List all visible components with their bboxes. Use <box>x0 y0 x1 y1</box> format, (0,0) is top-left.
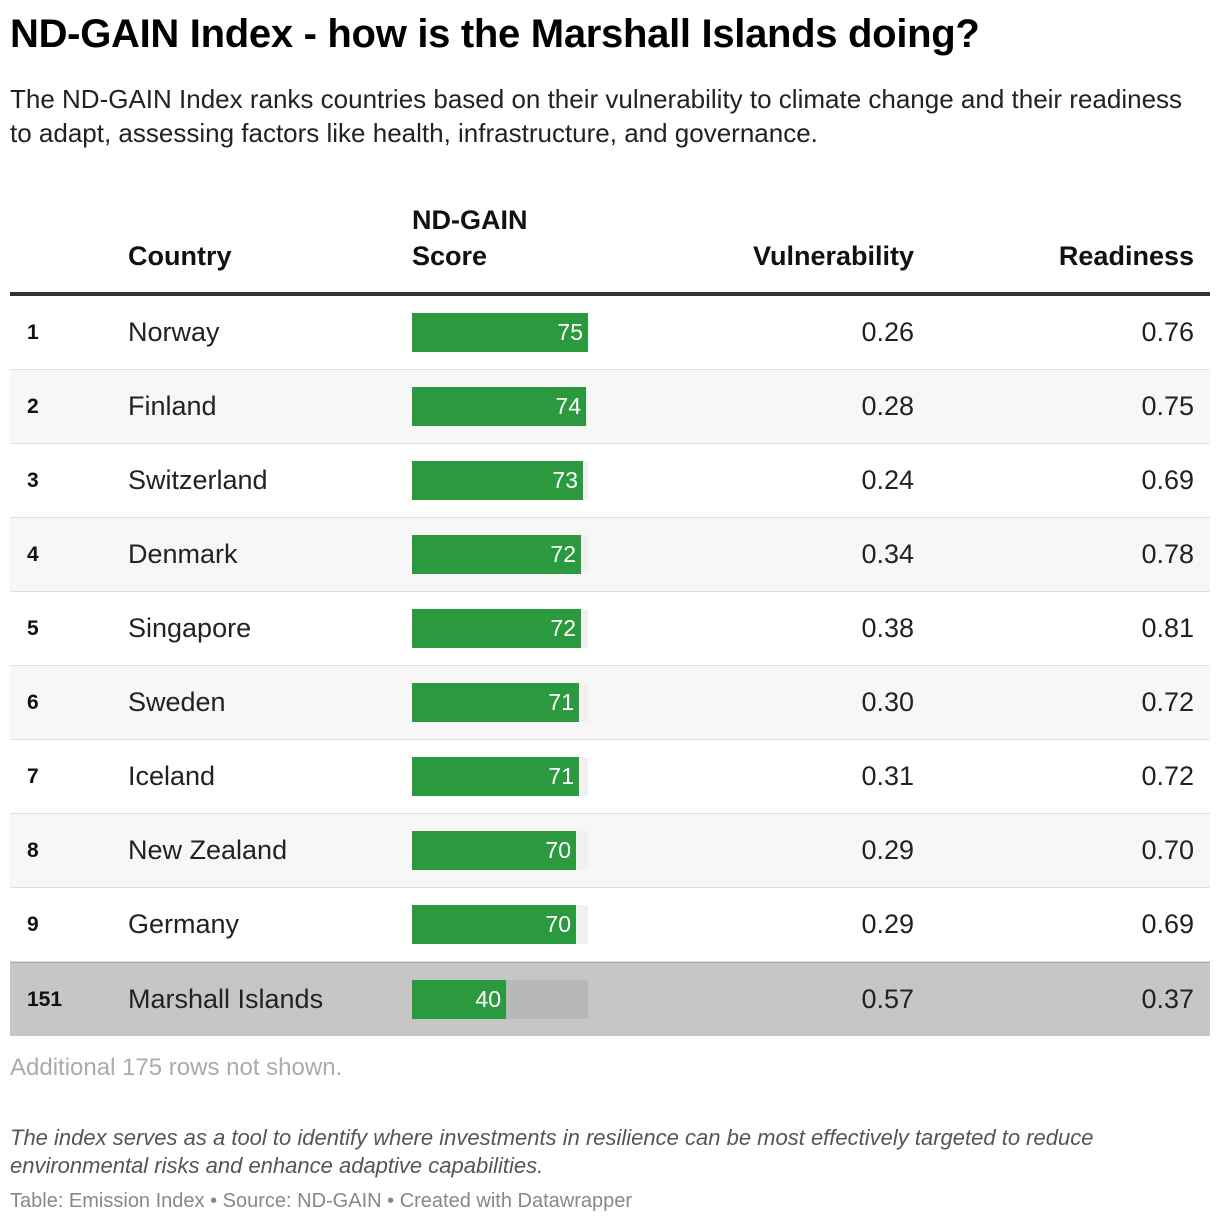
chart-title: ND-GAIN Index - how is the Marshall Isla… <box>10 12 980 56</box>
table-body: 1 Norway 75 0.26 0.76 2 Finland 74 0.28 0.75 3 Swit… <box>10 296 1210 1036</box>
vulnerability-cell: 0.57 <box>861 984 914 1014</box>
table-row: 9 Germany 70 0.29 0.69 <box>10 888 1210 962</box>
rank-cell: 3 <box>27 469 39 492</box>
rank-cell: 6 <box>27 691 39 714</box>
readiness-cell: 0.72 <box>1141 687 1194 717</box>
table-row: 151 Marshall Islands 40 0.57 0.37 <box>10 962 1210 1036</box>
table-row: 5 Singapore 72 0.38 0.81 <box>10 592 1210 666</box>
table-row: 1 Norway 75 0.26 0.76 <box>10 296 1210 370</box>
score-value: 40 <box>475 986 501 1012</box>
score-bar-track: 72 <box>412 609 588 648</box>
table-row: 8 New Zealand 70 0.29 0.70 <box>10 814 1210 888</box>
score-bar-track: 73 <box>412 461 588 500</box>
score-bar-track: 72 <box>412 535 588 574</box>
country-cell: Singapore <box>128 613 252 643</box>
vulnerability-cell: 0.31 <box>861 761 914 791</box>
score-bar: 72 <box>412 535 581 574</box>
score-bar-track: 74 <box>412 387 588 426</box>
more-rows-note: Additional 175 rows not shown. <box>10 1054 343 1081</box>
score-value: 74 <box>555 393 581 419</box>
source-footer: Table: Emission Index • Source: ND-GAIN … <box>10 1190 633 1212</box>
score-bar: 40 <box>412 980 506 1019</box>
score-bar: 74 <box>412 387 586 426</box>
score-value: 72 <box>550 615 576 641</box>
country-cell: Norway <box>128 317 220 347</box>
rank-cell: 8 <box>27 839 39 862</box>
vulnerability-cell: 0.24 <box>861 465 914 495</box>
score-bar: 70 <box>412 831 576 870</box>
score-bar-track: 70 <box>412 831 588 870</box>
country-cell: New Zealand <box>128 835 288 865</box>
score-bar: 72 <box>412 609 581 648</box>
rank-cell: 151 <box>27 988 63 1011</box>
readiness-cell: 0.76 <box>1141 317 1194 347</box>
country-cell: Marshall Islands <box>128 984 324 1014</box>
table-row: 6 Sweden 71 0.30 0.72 <box>10 666 1210 740</box>
column-header-readiness[interactable]: Readiness <box>1058 241 1194 271</box>
chart-subtitle: The ND-GAIN Index ranks countries based … <box>10 84 1183 148</box>
country-cell: Sweden <box>128 687 226 717</box>
rank-cell: 9 <box>27 913 39 936</box>
score-value: 70 <box>545 911 571 937</box>
score-bar: 70 <box>412 905 576 944</box>
score-value: 71 <box>548 689 574 715</box>
column-header-score-line1: ND-GAIN <box>412 205 528 235</box>
rank-cell: 5 <box>27 617 39 640</box>
country-cell: Finland <box>128 391 217 421</box>
vulnerability-cell: 0.34 <box>861 539 914 569</box>
score-bar: 73 <box>412 461 583 500</box>
country-cell: Germany <box>128 909 240 939</box>
column-header-country[interactable]: Country <box>128 241 232 271</box>
vulnerability-cell: 0.29 <box>861 909 914 939</box>
rank-cell: 7 <box>27 765 39 788</box>
rank-cell: 1 <box>27 321 39 344</box>
rank-cell: 4 <box>27 543 39 566</box>
readiness-cell: 0.72 <box>1141 761 1194 791</box>
score-bar-track: 71 <box>412 683 588 722</box>
vulnerability-cell: 0.28 <box>861 391 914 421</box>
score-value: 71 <box>548 763 574 789</box>
vulnerability-cell: 0.26 <box>861 317 914 347</box>
table-row: 3 Switzerland 73 0.24 0.69 <box>10 444 1210 518</box>
score-value: 73 <box>552 467 578 493</box>
column-header-score[interactable]: ND-GAIN Score <box>412 202 612 274</box>
table-row: 2 Finland 74 0.28 0.75 <box>10 370 1210 444</box>
readiness-cell: 0.69 <box>1141 909 1194 939</box>
score-bar: 71 <box>412 683 579 722</box>
column-header-score-line2: Score <box>412 241 488 271</box>
score-value: 70 <box>545 837 571 863</box>
country-cell: Iceland <box>128 761 216 791</box>
vulnerability-cell: 0.30 <box>861 687 914 717</box>
rank-cell: 2 <box>27 395 39 418</box>
readiness-cell: 0.37 <box>1141 984 1194 1014</box>
score-bar-track: 40 <box>412 980 588 1019</box>
readiness-cell: 0.70 <box>1141 835 1194 865</box>
vulnerability-cell: 0.29 <box>861 835 914 865</box>
table-header: Country ND-GAIN Score Vulnerability Read… <box>10 200 1210 296</box>
table-row: 4 Denmark 72 0.34 0.78 <box>10 518 1210 592</box>
footnote: The index serves as a tool to identify w… <box>10 1125 1094 1178</box>
column-header-vulnerability[interactable]: Vulnerability <box>752 241 914 271</box>
readiness-cell: 0.78 <box>1141 539 1194 569</box>
readiness-cell: 0.81 <box>1141 613 1194 643</box>
score-bar-track: 70 <box>412 905 588 944</box>
score-bar: 75 <box>412 313 588 352</box>
vulnerability-cell: 0.38 <box>861 613 914 643</box>
table-row: 7 Iceland 71 0.31 0.72 <box>10 740 1210 814</box>
readiness-cell: 0.69 <box>1141 465 1194 495</box>
score-bar-track: 71 <box>412 757 588 796</box>
readiness-cell: 0.75 <box>1141 391 1194 421</box>
score-value: 75 <box>557 319 583 345</box>
score-bar: 71 <box>412 757 579 796</box>
country-cell: Denmark <box>128 539 238 569</box>
score-value: 72 <box>550 541 576 567</box>
score-bar-track: 75 <box>412 313 588 352</box>
country-cell: Switzerland <box>128 465 268 495</box>
